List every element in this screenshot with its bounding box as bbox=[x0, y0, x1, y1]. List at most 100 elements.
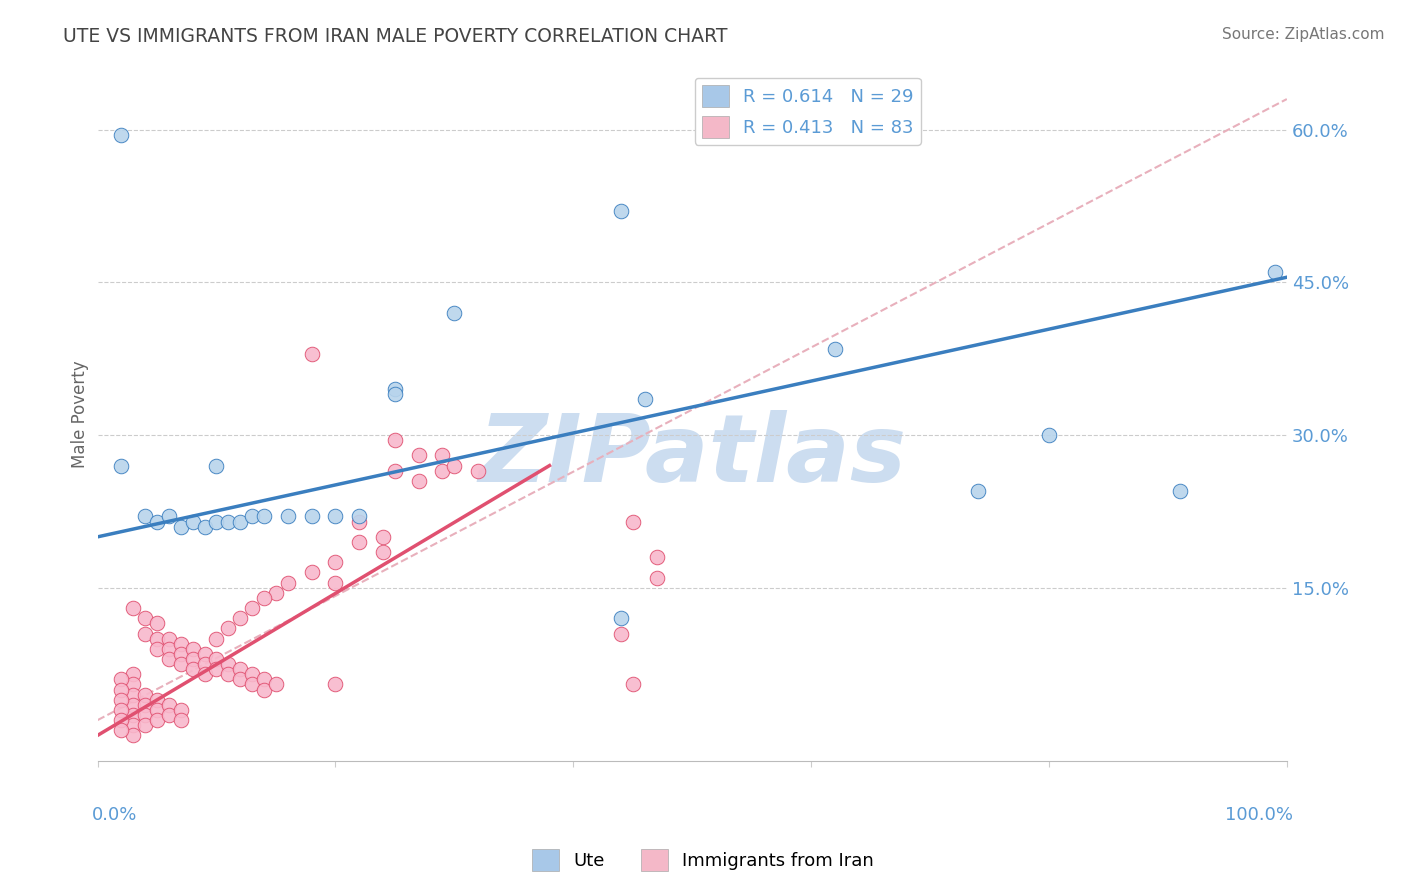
Point bbox=[645, 550, 668, 565]
Point bbox=[966, 483, 988, 498]
Point bbox=[205, 515, 228, 529]
Point bbox=[157, 708, 180, 723]
Point bbox=[633, 392, 655, 407]
Point bbox=[253, 591, 276, 605]
Point bbox=[205, 652, 228, 666]
Point bbox=[325, 555, 347, 569]
Point bbox=[110, 673, 132, 687]
Point bbox=[110, 458, 132, 473]
Point bbox=[408, 449, 430, 463]
Point bbox=[122, 718, 145, 732]
Point bbox=[134, 611, 156, 625]
Point bbox=[384, 464, 406, 478]
Point bbox=[277, 509, 299, 524]
Point bbox=[325, 509, 347, 524]
Legend: R = 0.614   N = 29, R = 0.413   N = 83: R = 0.614 N = 29, R = 0.413 N = 83 bbox=[695, 78, 921, 145]
Point bbox=[824, 342, 846, 356]
Text: Source: ZipAtlas.com: Source: ZipAtlas.com bbox=[1222, 27, 1385, 42]
Point bbox=[181, 641, 204, 656]
Point bbox=[371, 545, 394, 559]
Point bbox=[347, 509, 370, 524]
Point bbox=[1168, 483, 1191, 498]
Point bbox=[610, 204, 633, 219]
Point bbox=[645, 571, 668, 585]
Point bbox=[325, 575, 347, 590]
Point bbox=[371, 530, 394, 544]
Point bbox=[146, 692, 169, 706]
Point bbox=[157, 652, 180, 666]
Point bbox=[384, 387, 406, 401]
Point bbox=[229, 662, 252, 676]
Point bbox=[157, 641, 180, 656]
Point bbox=[205, 632, 228, 646]
Point bbox=[443, 458, 465, 473]
Point bbox=[1038, 428, 1060, 442]
Point bbox=[217, 515, 239, 529]
Point bbox=[229, 673, 252, 687]
Point bbox=[157, 509, 180, 524]
Point bbox=[134, 688, 156, 702]
Point bbox=[181, 652, 204, 666]
Point bbox=[301, 509, 323, 524]
Point bbox=[1264, 265, 1286, 279]
Point bbox=[122, 728, 145, 742]
Point bbox=[122, 601, 145, 615]
Point bbox=[621, 515, 644, 529]
Point bbox=[170, 713, 193, 727]
Point bbox=[194, 647, 217, 661]
Point bbox=[240, 667, 263, 681]
Point bbox=[122, 688, 145, 702]
Point bbox=[610, 626, 633, 640]
Point bbox=[347, 515, 370, 529]
Point bbox=[384, 382, 406, 396]
Point bbox=[253, 673, 276, 687]
Text: 100.0%: 100.0% bbox=[1225, 805, 1292, 824]
Point bbox=[301, 346, 323, 360]
Point bbox=[146, 713, 169, 727]
Point bbox=[170, 647, 193, 661]
Point bbox=[146, 616, 169, 631]
Point bbox=[217, 622, 239, 636]
Point bbox=[432, 449, 454, 463]
Point bbox=[277, 575, 299, 590]
Point bbox=[621, 677, 644, 691]
Point bbox=[170, 657, 193, 672]
Point bbox=[253, 682, 276, 697]
Point bbox=[110, 682, 132, 697]
Point bbox=[181, 662, 204, 676]
Point bbox=[240, 677, 263, 691]
Point bbox=[146, 703, 169, 717]
Point bbox=[122, 667, 145, 681]
Point bbox=[253, 509, 276, 524]
Point bbox=[240, 509, 263, 524]
Point bbox=[347, 535, 370, 549]
Point bbox=[264, 586, 287, 600]
Point bbox=[122, 677, 145, 691]
Point bbox=[217, 657, 239, 672]
Text: 0.0%: 0.0% bbox=[91, 805, 136, 824]
Point bbox=[384, 433, 406, 447]
Point bbox=[122, 698, 145, 712]
Point bbox=[181, 515, 204, 529]
Point bbox=[110, 692, 132, 706]
Point bbox=[443, 306, 465, 320]
Legend: Ute, Immigrants from Iran: Ute, Immigrants from Iran bbox=[524, 842, 882, 879]
Text: ZIPatlas: ZIPatlas bbox=[478, 410, 907, 502]
Point bbox=[170, 637, 193, 651]
Y-axis label: Male Poverty: Male Poverty bbox=[72, 361, 89, 468]
Point bbox=[134, 718, 156, 732]
Point bbox=[170, 703, 193, 717]
Point bbox=[194, 667, 217, 681]
Text: UTE VS IMMIGRANTS FROM IRAN MALE POVERTY CORRELATION CHART: UTE VS IMMIGRANTS FROM IRAN MALE POVERTY… bbox=[63, 27, 728, 45]
Point bbox=[301, 566, 323, 580]
Point bbox=[134, 626, 156, 640]
Point bbox=[264, 677, 287, 691]
Point bbox=[194, 657, 217, 672]
Point bbox=[157, 632, 180, 646]
Point bbox=[134, 509, 156, 524]
Point bbox=[194, 519, 217, 533]
Point bbox=[146, 632, 169, 646]
Point bbox=[408, 474, 430, 488]
Point bbox=[325, 677, 347, 691]
Point bbox=[217, 667, 239, 681]
